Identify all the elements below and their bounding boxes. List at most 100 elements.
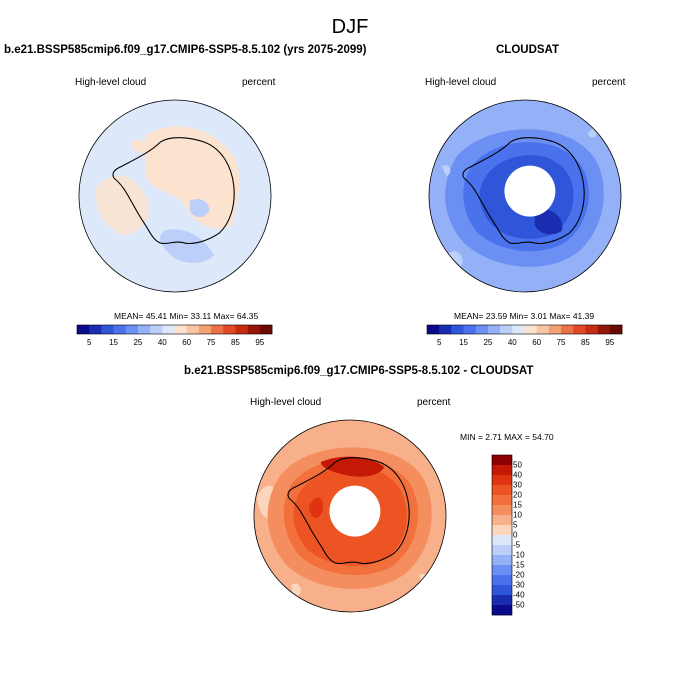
panel2-left-label: High-level cloud (425, 77, 497, 88)
panel2-colorbar-swatch (427, 325, 440, 334)
panel2-colorbar-tick-label: 85 (580, 338, 590, 347)
panel3-antarctica-coastline (287, 457, 410, 565)
panel1-stats: MEAN= 45.41 Min= 33.11 Max= 64.35 (114, 311, 259, 321)
panel1-antarctica-coastline (112, 137, 235, 245)
panel2-colorbar-swatch (487, 325, 501, 334)
panel1-colorbar-swatch (186, 325, 200, 334)
panel1-colorbar-tick-label: 60 (182, 338, 192, 347)
panel3-colorbar (491, 454, 513, 616)
panel2-colorbar-tick-label: 95 (605, 338, 615, 347)
panel2-colorbar-tick-label: 15 (459, 338, 469, 347)
panel3-colorbar-tick-label: 10 (513, 510, 522, 520)
panel3-map-border (253, 419, 447, 613)
panel3-colorbar-swatch (492, 535, 512, 546)
panel2-colorbar-swatch (573, 325, 586, 334)
panel2-colorbar-swatch (548, 325, 562, 334)
panel2-colorbar (426, 324, 623, 335)
panel2-colorbar-swatch (463, 325, 477, 334)
panel1-colorbar-swatch (137, 325, 151, 334)
panel3-colorbar-swatch (492, 505, 512, 516)
panel2-colorbar-border (426, 324, 623, 335)
panel2-colorbar-tick-label: 5 (436, 338, 442, 347)
panel1-colorbar-swatch (113, 325, 127, 334)
panel3-stats: MIN = 2.71 MAX = 54.70 (460, 432, 554, 442)
panel3-colorbar-tick-label: -50 (513, 600, 525, 610)
panel3-map (253, 419, 447, 613)
panel2-map-border (428, 99, 622, 293)
panel3-title: b.e21.BSSP585cmip6.f09_g17.CMIP6-SSP5-8.… (184, 365, 534, 377)
panel3-missing-data-hole (329, 485, 381, 537)
panel1-colorbar-ticks: 5 15 25 40 60 75 85 95 (77, 338, 272, 350)
panel1-field-contour-blue-center (189, 198, 210, 217)
panel2-field-contour-edge (441, 127, 597, 267)
panel2-colorbar-tick-label: 25 (483, 338, 493, 347)
panel3-colorbar-swatch (492, 495, 512, 506)
panel1-field-contour-blue (159, 229, 215, 263)
panel3-colorbar-swatch (492, 555, 512, 566)
panel3-colorbar-swatch (492, 455, 512, 466)
panel2-colorbar-tick-label: 60 (532, 338, 542, 347)
panel3-colorbar-tick-label: -10 (513, 550, 525, 560)
panel1-colorbar-swatch (247, 325, 261, 334)
panel1-map (78, 99, 272, 293)
panel1-colorbar-tick-label: 25 (133, 338, 143, 347)
panel3-colorbar-swatch (492, 525, 512, 536)
panel1-colorbar-tick-label: 40 (157, 338, 167, 347)
panel3-colorbar-tick-label: 50 (513, 460, 522, 470)
figure-title: DJF (331, 16, 369, 38)
panel3-colorbar-swatch (492, 605, 512, 616)
panel1-colorbar-swatch (162, 325, 175, 334)
panel1-colorbar-swatch (150, 325, 163, 334)
panel3-colorbar-border (491, 454, 513, 616)
panel3-colorbar-tick-label: -5 (513, 540, 521, 550)
panel2-colorbar-swatch (500, 325, 513, 334)
panel3-right-label: percent (417, 397, 451, 408)
panel1-colorbar (76, 324, 273, 335)
panel1-colorbar-swatch (235, 325, 248, 334)
panel1-colorbar-swatch (223, 325, 236, 334)
panel3-colorbar-swatch (492, 545, 512, 556)
panel3-colorbar-swatch (492, 485, 512, 496)
panel1-colorbar-tick-label: 5 (86, 338, 92, 347)
panel2-colorbar-swatch (561, 325, 574, 334)
panel3-colorbar-tick-label: -15 (513, 560, 525, 570)
panel2-colorbar-swatch (451, 325, 464, 334)
panel2-colorbar-swatch (536, 325, 550, 334)
panel2-colorbar-swatch (597, 325, 611, 334)
panel3-colorbar-tick-label: 40 (513, 470, 522, 480)
panel1-map-border (78, 99, 272, 293)
panel2-field-contour-4 (534, 209, 563, 235)
panel2-stats: MEAN= 23.59 Min= 3.01 Max= 41.39 (454, 311, 595, 321)
panel1-colorbar-border (76, 324, 273, 335)
panel3-colorbar-swatch (492, 465, 512, 476)
panel3-colorbar-swatch (492, 475, 512, 486)
panel3-colorbar-tick-label: -40 (513, 590, 525, 600)
panel2-colorbar-swatch (585, 325, 598, 334)
panel1-title: b.e21.BSSP585cmip6.f09_g17.CMIP6-SSP5-8.… (4, 44, 367, 56)
panel2-title: CLOUDSAT (496, 44, 560, 56)
panel3-colorbar-tick-label: 15 (513, 500, 522, 510)
panel3-colorbar-tick-label: 20 (513, 490, 522, 500)
panel3-colorbar-swatch (492, 515, 512, 526)
panel3-colorbar-tick-label: -20 (513, 570, 525, 580)
panel1-colorbar-tick-label: 95 (255, 338, 265, 347)
panel3-colorbar-swatch (492, 575, 512, 586)
panel1-colorbar-swatch (89, 325, 102, 334)
panel3-colorbar-tick-label: 5 (513, 520, 518, 530)
panel1-field-contour-peach (145, 126, 240, 229)
panel1-colorbar-swatch (259, 325, 273, 334)
panel3-left-label: High-level cloud (250, 397, 322, 408)
panel1-field-contour-peach-small (130, 140, 149, 153)
panel1-right-label: percent (242, 77, 276, 88)
panel1-left-label: High-level cloud (75, 77, 147, 88)
panel1-colorbar-swatch (77, 325, 90, 334)
panel1-colorbar-swatch (174, 325, 187, 334)
panel2-antarctica-coastline (462, 137, 585, 245)
panel1-colorbar-swatch (125, 325, 139, 334)
panel1-colorbar-swatch (198, 325, 212, 334)
panel2-right-label: percent (592, 77, 626, 88)
panel2-colorbar-swatch (609, 325, 623, 334)
panel3-colorbar-ticks: 50 40 30 20 15 10 5 0 -5 -10 -15 -20 -30 -40 -50 (513, 455, 543, 615)
panel3-colorbar-swatch (492, 595, 512, 606)
panel2-colorbar-swatch (512, 325, 525, 334)
